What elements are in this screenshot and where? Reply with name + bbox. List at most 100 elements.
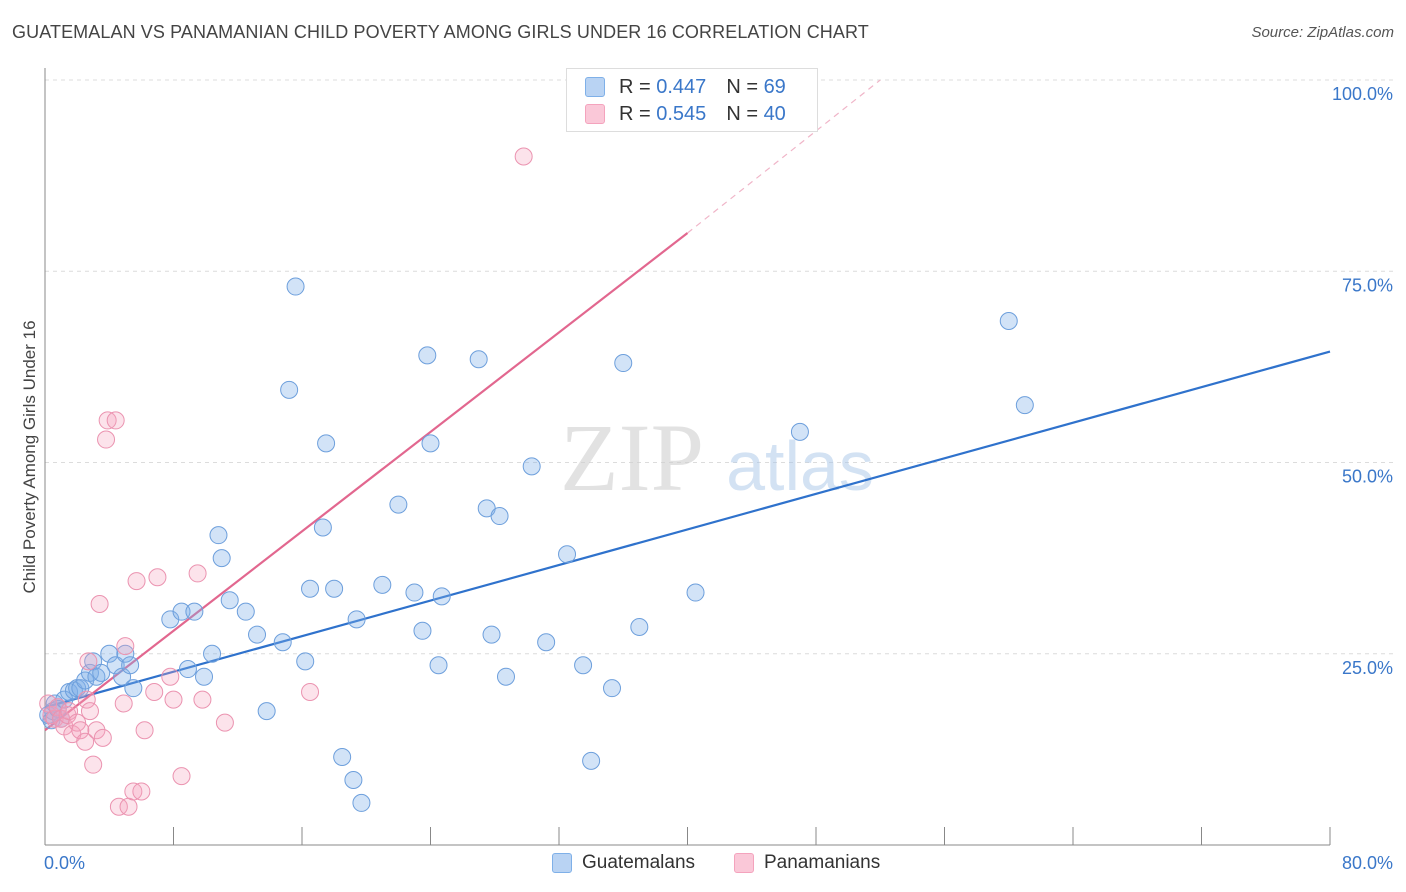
guatemalans-point — [429, 656, 448, 675]
panamanians-legend-label: Panamanians — [764, 852, 881, 873]
y-tick-label: 75.0% — [1342, 275, 1393, 295]
guatemalans-point — [100, 644, 119, 663]
guatemalans-point — [405, 583, 424, 602]
guatemalans-point — [389, 495, 408, 514]
x-tick-label: 80.0% — [1342, 853, 1393, 873]
guatemalans-point — [236, 602, 255, 621]
panamanians-trend-line — [44, 232, 689, 732]
panamanians-point — [132, 782, 151, 801]
panamanians-point — [135, 721, 154, 740]
panamanians-point — [172, 767, 191, 786]
legend-item-guatemalans: Guatemalans — [552, 852, 695, 874]
guatemalans-point — [469, 350, 488, 369]
panamanians-point — [193, 690, 212, 709]
guatemalans-point — [313, 518, 332, 537]
guatemalans-point — [582, 751, 601, 770]
guatemalans-point — [220, 591, 239, 610]
guatemalans-point — [630, 617, 649, 636]
guatemalans-point — [999, 311, 1018, 330]
guatemalans-point — [790, 422, 809, 441]
panamanians-point — [514, 147, 533, 166]
chart-title: GUATEMALAN VS PANAMANIAN CHILD POVERTY A… — [12, 22, 869, 42]
guatemalans-point — [614, 354, 633, 373]
guatemalans-point — [496, 667, 515, 686]
panamanians-point — [215, 713, 234, 732]
panamanians-point — [127, 572, 146, 591]
guatemalans-point — [352, 793, 371, 812]
guatemalans-point — [558, 545, 577, 564]
guatemalans-point — [1015, 396, 1034, 415]
panamanians-swatch — [585, 104, 605, 124]
panamanians-point — [161, 667, 180, 686]
r-value: 0.545 — [656, 102, 707, 125]
y-tick-label: 25.0% — [1342, 658, 1393, 678]
guatemalans-point — [344, 770, 363, 789]
guatemalans-point — [418, 346, 437, 365]
legend-item-panamanians: Panamanians — [734, 852, 880, 874]
panamanians-point — [71, 721, 90, 740]
guatemalans-point — [212, 549, 231, 568]
guatemalans-point — [686, 583, 705, 602]
guatemalans-point — [421, 434, 440, 453]
n-value: 69 — [763, 75, 786, 98]
correlation-legend: R = 0.447 N = 69 R = 0.545 N = 40 — [566, 68, 818, 132]
guatemalans-point — [325, 579, 344, 598]
n-value: 40 — [763, 102, 786, 125]
guatemalans-point — [273, 633, 292, 652]
guatemalans-point — [209, 526, 228, 545]
tick-labels: 25.0% 50.0% 75.0% 100.0% 0.0% 80.0% — [44, 84, 1393, 873]
trend-lines — [44, 79, 1331, 732]
x-tick-label: 0.0% — [44, 853, 85, 873]
guatemalans-point — [185, 602, 204, 621]
panamanians-point — [119, 797, 138, 816]
panamanians-point — [39, 694, 58, 713]
panamanians-point — [114, 694, 133, 713]
panamanians-point — [109, 797, 128, 816]
panamanians-point — [87, 721, 106, 740]
legend-row-guatemalans: R = 0.447 N = 69 — [585, 75, 786, 99]
data-points — [39, 147, 1034, 816]
panamanians-point — [116, 637, 135, 656]
y-tick-label: 100.0% — [1332, 84, 1393, 104]
guatemalans-point — [296, 652, 315, 671]
guatemalans-point — [490, 507, 509, 526]
panamanians-point — [80, 702, 99, 721]
watermark-zip: ZIP — [560, 404, 704, 511]
guatemalans-point — [124, 679, 143, 698]
guatemalans-point — [603, 679, 622, 698]
panamanians-point — [164, 690, 183, 709]
guatemalans-point — [317, 434, 336, 453]
guatemalans-point — [537, 633, 556, 652]
gridlines — [45, 79, 1395, 655]
guatemalans-point — [286, 277, 305, 296]
panamanians-trend-extension — [687, 79, 881, 234]
guatemalans-trend-line — [44, 350, 1331, 709]
guatemalans-swatch — [585, 77, 605, 97]
guatemalans-point — [301, 579, 320, 598]
panamanians-point — [145, 683, 164, 701]
guatemalans-point — [432, 587, 451, 606]
guatemalans-point — [482, 625, 501, 644]
guatemalans-point — [257, 702, 276, 721]
panamanians-point — [79, 652, 98, 671]
panamanians-point — [76, 732, 95, 751]
y-tick-label: 50.0% — [1342, 467, 1393, 487]
guatemalans-point — [195, 667, 214, 686]
guatemalans-point — [172, 602, 191, 621]
r-value: 0.447 — [656, 75, 707, 98]
legend-row-panamanians: R = 0.545 N = 40 — [585, 102, 786, 126]
guatemalans-point — [106, 656, 125, 675]
guatemalans-point — [248, 625, 267, 644]
guatemalans-point — [347, 610, 366, 629]
panamanians-point — [188, 564, 207, 583]
guatemalans-point — [121, 656, 140, 675]
panamanians-point — [77, 690, 96, 709]
guatemalans-point — [280, 380, 299, 399]
r-label: R = — [619, 102, 651, 125]
source-label: Source: ZipAtlas.com — [1251, 24, 1394, 41]
guatemalans-point — [413, 621, 432, 640]
guatemalans-point — [522, 457, 541, 476]
panamanians-point — [84, 755, 103, 774]
n-label: N = — [726, 102, 758, 125]
